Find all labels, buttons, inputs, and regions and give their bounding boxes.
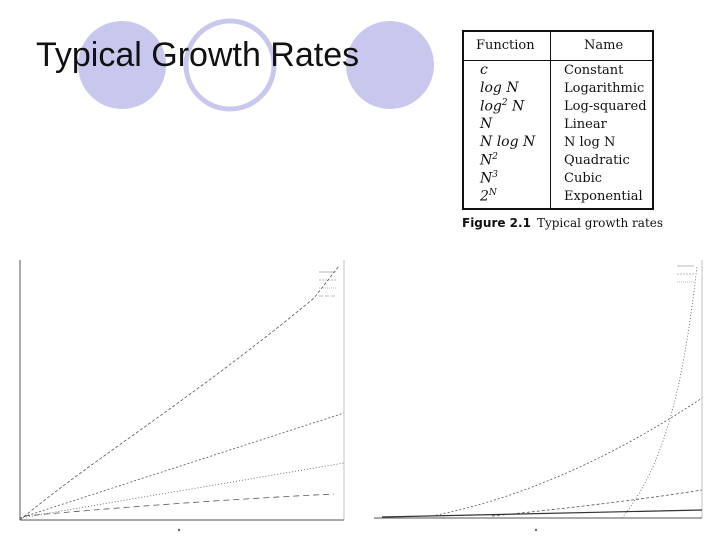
figure-caption: Figure 2.1 Typical growth rates bbox=[462, 216, 664, 230]
table-row: log N Logarithmic bbox=[464, 80, 652, 98]
header-function: Function bbox=[476, 38, 535, 53]
table-row: N Linear bbox=[464, 116, 652, 134]
name-cell: Constant bbox=[564, 63, 624, 78]
function-cell: N bbox=[480, 116, 493, 132]
name-cell: Log-squared bbox=[564, 99, 647, 114]
growth-plot-small-n bbox=[14, 258, 350, 538]
table-row: N3 Cubic bbox=[464, 170, 652, 188]
growth-rate-table: Function Name c Constant log N Logarithmic… bbox=[462, 30, 654, 210]
table-row: log2 N Log-squared bbox=[464, 98, 652, 116]
function-cell: N3 bbox=[480, 170, 498, 187]
function-cell: N log N bbox=[480, 134, 536, 150]
function-cell: log N bbox=[480, 80, 519, 96]
name-cell: Quadratic bbox=[564, 153, 630, 168]
table-row: N2 Quadratic bbox=[464, 152, 652, 170]
name-cell: Linear bbox=[564, 117, 607, 132]
table-row: 2N Exponential bbox=[464, 188, 652, 206]
table-header: Function Name bbox=[464, 32, 652, 61]
function-cell: c bbox=[480, 62, 488, 78]
circle-left bbox=[78, 21, 166, 109]
function-cell: N2 bbox=[480, 152, 498, 169]
name-cell: Logarithmic bbox=[564, 81, 645, 96]
circle-right bbox=[346, 21, 434, 109]
table-row: N log N N log N bbox=[464, 134, 652, 152]
circle-middle bbox=[183, 18, 277, 112]
table-row: c Constant bbox=[464, 62, 652, 80]
growth-plot-large-n bbox=[372, 258, 708, 538]
slide-title: Typical Growth Rates bbox=[36, 36, 360, 74]
function-cell: log2 N bbox=[480, 98, 525, 115]
header-name: Name bbox=[584, 38, 624, 53]
growth-rate-table-figure: Function Name c Constant log N Logarithmic… bbox=[462, 30, 664, 230]
name-cell: Cubic bbox=[564, 171, 603, 186]
name-cell: N log N bbox=[564, 135, 616, 150]
name-cell: Exponential bbox=[564, 189, 643, 204]
function-cell: 2N bbox=[480, 188, 497, 205]
